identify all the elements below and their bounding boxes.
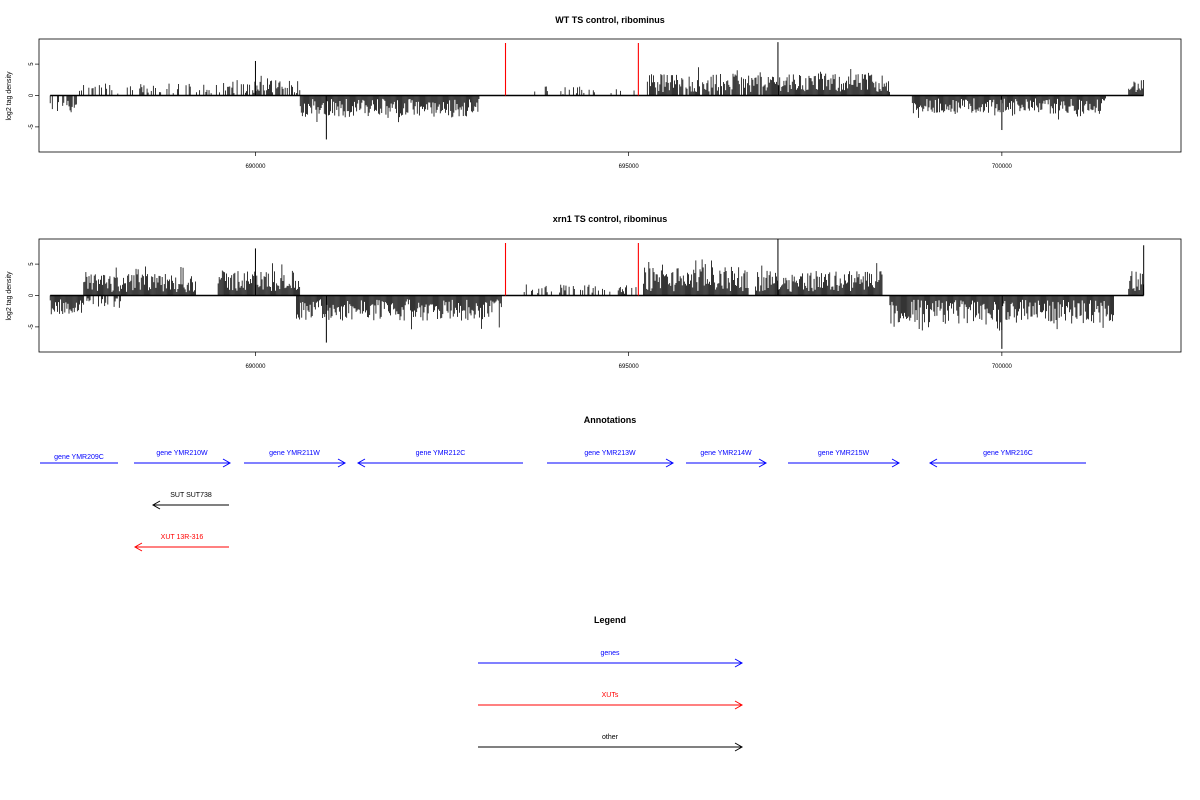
legend-items: genes XUTs other bbox=[478, 650, 744, 752]
annotation-label: XUT 13R-316 bbox=[161, 534, 204, 541]
legend-item: other bbox=[478, 734, 744, 752]
annotation-feature: gene YMR213W bbox=[547, 450, 675, 468]
annotation-feature: gene YMR215W bbox=[788, 450, 901, 468]
annotation-label: gene YMR212C bbox=[416, 450, 466, 457]
arrow-head-right-icon bbox=[665, 458, 675, 468]
arrow-head-left-icon bbox=[928, 458, 938, 468]
y-axis-label-xrn1: log2 tag density bbox=[6, 271, 13, 321]
x-tick-label: 690000 bbox=[245, 364, 266, 370]
x-tick-label: 695000 bbox=[619, 164, 640, 170]
arrow-head-right-icon bbox=[734, 700, 744, 710]
annotations-title: Annotations bbox=[584, 415, 637, 425]
y-tick-label: 0 bbox=[29, 293, 35, 297]
legend-item: genes bbox=[478, 650, 744, 668]
track-title-xrn1: xrn1 TS control, ribominus bbox=[553, 214, 668, 224]
annotation-feature: gene YMR216C bbox=[928, 450, 1086, 468]
legend-panel: Legend genes XUTs other bbox=[478, 615, 744, 752]
legend-item: XUTs bbox=[478, 692, 744, 710]
y-tick-label: -5 bbox=[29, 324, 35, 330]
plot-area-xrn1: -5 0 5 690000 695000 700000 bbox=[29, 239, 1145, 370]
annotation-feature: gene YMR209C bbox=[40, 454, 118, 464]
y-tick-label: 5 bbox=[29, 262, 35, 266]
arrow-head-left-icon bbox=[133, 542, 143, 552]
annotation-feature: SUT SUT738 bbox=[151, 492, 229, 510]
y-tick-label: 0 bbox=[29, 93, 35, 97]
arrow-head-right-icon bbox=[222, 458, 232, 468]
plot-area-wt: -5 0 5 690000 695000 700000 bbox=[29, 42, 1144, 170]
x-tick-label: 700000 bbox=[992, 164, 1013, 170]
annotation-label: gene YMR211W bbox=[269, 450, 320, 457]
arrow-head-right-icon bbox=[758, 458, 768, 468]
arrow-head-left-icon bbox=[356, 458, 366, 468]
annotation-feature: gene YMR211W bbox=[244, 450, 347, 468]
annotation-feature: XUT 13R-316 bbox=[133, 534, 229, 552]
legend-label: other bbox=[602, 734, 619, 741]
annotation-feature: gene YMR212C bbox=[356, 450, 523, 468]
annotation-label: gene YMR209C bbox=[54, 454, 104, 461]
annotation-label: SUT SUT738 bbox=[170, 492, 212, 499]
annotation-feature: gene YMR214W bbox=[686, 450, 768, 468]
annotation-label: gene YMR210W bbox=[156, 450, 208, 457]
x-tick-label: 690000 bbox=[245, 164, 266, 170]
legend-label: genes bbox=[600, 650, 620, 657]
annotation-features: gene YMR209C gene YMR210W gene YMR211W gene… bbox=[40, 450, 1086, 552]
arrow-head-right-icon bbox=[337, 458, 347, 468]
legend-title: Legend bbox=[594, 615, 626, 625]
y-tick-label: 5 bbox=[29, 62, 35, 66]
x-tick-label: 700000 bbox=[992, 364, 1013, 370]
x-tick-label: 695000 bbox=[619, 364, 640, 370]
annotation-label: gene YMR215W bbox=[818, 450, 870, 457]
y-tick-label: -5 bbox=[29, 124, 35, 130]
annotation-label: gene YMR214W bbox=[700, 450, 752, 457]
legend-label: XUTs bbox=[602, 692, 619, 699]
track-panel-wt: WT TS control, ribominus log2 tag densit… bbox=[6, 15, 1182, 170]
arrow-head-left-icon bbox=[151, 500, 161, 510]
annotation-label: gene YMR216C bbox=[983, 450, 1033, 457]
arrow-head-right-icon bbox=[891, 458, 901, 468]
arrow-head-right-icon bbox=[734, 742, 744, 752]
annotation-feature: gene YMR210W bbox=[134, 450, 232, 468]
track-panel-xrn1: xrn1 TS control, ribominus log2 tag dens… bbox=[6, 214, 1182, 370]
y-axis-label-wt: log2 tag density bbox=[6, 71, 13, 121]
annotation-label: gene YMR213W bbox=[584, 450, 636, 457]
track-title-wt: WT TS control, ribominus bbox=[555, 15, 665, 25]
arrow-head-right-icon bbox=[734, 658, 744, 668]
